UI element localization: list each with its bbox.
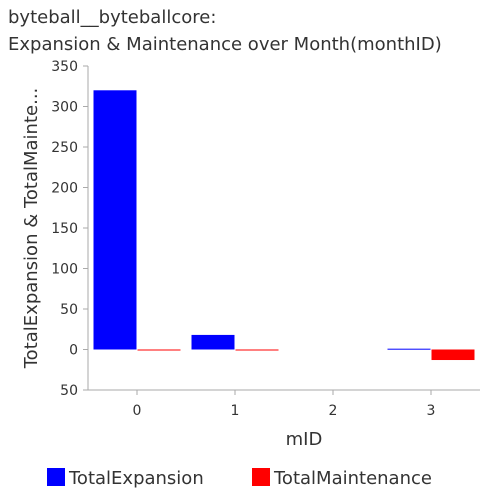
- y-tick-label: 50: [60, 383, 78, 399]
- bar-TotalMaintenance-0: [137, 349, 181, 351]
- y-tick-label: 0: [69, 343, 78, 359]
- y-tick-label: 200: [51, 181, 78, 197]
- y-tick-label: 50: [60, 302, 78, 318]
- bar-TotalExpansion-0: [93, 90, 137, 350]
- legend-swatch-TotalExpansion: [47, 468, 65, 486]
- bar-TotalExpansion-1: [191, 334, 235, 350]
- bar-TotalMaintenance-1: [235, 349, 279, 351]
- y-tick-label: 250: [51, 140, 78, 156]
- y-tick-label: 350: [51, 59, 78, 75]
- chart-title-line-2: Expansion & Maintenance over Month(month…: [8, 34, 442, 55]
- y-tick-label: 100: [51, 262, 78, 278]
- chart-title-line-1: byteball__byteballcore:: [8, 7, 216, 28]
- y-tick-label: 150: [51, 221, 78, 237]
- y-tick-label: 300: [51, 100, 78, 116]
- plot-area: 350 300 250 200 150 100 50 0 50 0 1 2 3: [51, 59, 480, 419]
- x-axis-title: mID: [286, 429, 323, 450]
- bar-TotalExpansion-3: [387, 348, 431, 350]
- x-tick-label: 3: [427, 403, 436, 419]
- bar-TotalMaintenance-3: [431, 349, 475, 361]
- x-tick-label: 1: [231, 403, 240, 419]
- legend-label-TotalMaintenance: TotalMaintenance: [273, 468, 432, 489]
- y-axis-title: TotalExpansion & TotalMainte...: [21, 88, 42, 370]
- legend: TotalExpansion TotalMaintenance: [47, 468, 432, 489]
- x-tick-label: 0: [133, 403, 142, 419]
- x-tick-label: 2: [329, 403, 338, 419]
- legend-label-TotalExpansion: TotalExpansion: [68, 468, 204, 489]
- legend-swatch-TotalMaintenance: [252, 468, 270, 486]
